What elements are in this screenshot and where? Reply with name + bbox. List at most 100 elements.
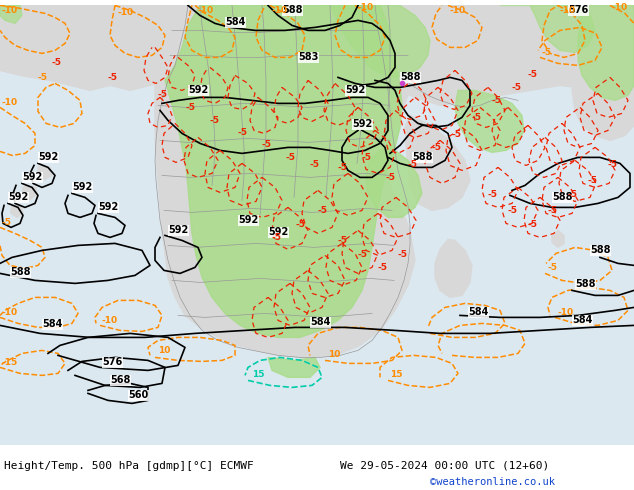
- Polygon shape: [11, 205, 23, 218]
- Text: -10: -10: [612, 3, 628, 12]
- Text: -5: -5: [158, 90, 168, 99]
- Text: 15: 15: [390, 370, 403, 379]
- Text: -10: -10: [118, 8, 134, 18]
- Text: -5: -5: [548, 206, 558, 216]
- Text: 584: 584: [225, 18, 245, 27]
- Text: -5: -5: [262, 141, 272, 149]
- Text: -10: -10: [558, 308, 574, 318]
- Text: -5: -5: [528, 220, 538, 229]
- Text: -5: -5: [408, 160, 418, 170]
- Text: -10: -10: [450, 6, 466, 15]
- Text: -5: -5: [238, 128, 248, 137]
- Polygon shape: [552, 230, 564, 247]
- Text: -5: -5: [528, 71, 538, 79]
- Text: 592: 592: [38, 152, 58, 162]
- Text: -5: -5: [310, 160, 320, 170]
- Polygon shape: [268, 357, 320, 377]
- Text: -5: -5: [338, 163, 348, 172]
- Text: -5: -5: [38, 74, 48, 82]
- Text: -5: -5: [608, 160, 618, 170]
- Text: -5: -5: [378, 264, 388, 272]
- Text: -5: -5: [272, 233, 282, 243]
- Text: -10: -10: [2, 6, 18, 15]
- Text: 592: 592: [8, 193, 29, 202]
- Text: -15: -15: [2, 358, 18, 368]
- Text: Height/Temp. 500 hPa [gdmp][°C] ECMWF: Height/Temp. 500 hPa [gdmp][°C] ECMWF: [4, 461, 254, 470]
- Text: -5: -5: [548, 264, 558, 272]
- Polygon shape: [405, 116, 470, 210]
- Text: -5: -5: [2, 219, 12, 227]
- Text: -5: -5: [398, 250, 408, 259]
- Polygon shape: [435, 240, 472, 297]
- Text: 588: 588: [282, 5, 302, 15]
- Text: 588: 588: [412, 152, 432, 162]
- Text: 588: 588: [400, 73, 420, 82]
- Text: -5: -5: [452, 130, 462, 139]
- Text: 15: 15: [252, 370, 264, 379]
- Polygon shape: [22, 185, 37, 199]
- Polygon shape: [455, 90, 524, 152]
- Polygon shape: [320, 5, 430, 77]
- Text: -10: -10: [358, 3, 374, 12]
- Text: -5: -5: [568, 191, 578, 199]
- Text: 592: 592: [188, 85, 208, 96]
- Text: -5: -5: [285, 153, 295, 162]
- Text: -10: -10: [102, 317, 118, 325]
- Text: -5: -5: [210, 117, 220, 125]
- Text: -10: -10: [272, 6, 288, 15]
- Text: 10: 10: [158, 346, 171, 355]
- Polygon shape: [155, 5, 425, 357]
- Text: -5: -5: [185, 103, 195, 112]
- Text: -10: -10: [2, 98, 18, 107]
- Text: -5: -5: [488, 191, 498, 199]
- Text: -5: -5: [542, 49, 552, 57]
- Text: 588: 588: [590, 245, 611, 255]
- Text: 588: 588: [575, 279, 595, 290]
- Polygon shape: [572, 5, 634, 141]
- Text: -10: -10: [198, 6, 214, 15]
- Text: -5: -5: [108, 74, 118, 82]
- Text: 588: 588: [10, 268, 30, 277]
- Text: -5: -5: [512, 83, 522, 93]
- Polygon shape: [0, 5, 22, 24]
- Text: ©weatheronline.co.uk: ©weatheronline.co.uk: [430, 477, 555, 487]
- Text: 10: 10: [328, 350, 340, 359]
- Text: 584: 584: [310, 318, 330, 327]
- Text: -5: -5: [52, 58, 62, 68]
- Text: -10: -10: [2, 308, 18, 318]
- Text: We 29-05-2024 00:00 UTC (12+60): We 29-05-2024 00:00 UTC (12+60): [340, 461, 549, 470]
- Text: 588: 588: [552, 193, 573, 202]
- Text: 592: 592: [238, 216, 258, 225]
- Text: -5: -5: [338, 236, 348, 245]
- Text: -5: -5: [432, 144, 442, 152]
- Text: 592: 592: [352, 120, 372, 129]
- Polygon shape: [0, 5, 634, 105]
- Polygon shape: [165, 5, 402, 338]
- Polygon shape: [366, 146, 422, 218]
- Text: 560: 560: [128, 391, 148, 400]
- Text: 592: 592: [168, 225, 188, 235]
- Polygon shape: [38, 166, 52, 179]
- Text: 568: 568: [110, 375, 131, 386]
- Text: 592: 592: [72, 182, 93, 193]
- Text: 592: 592: [345, 85, 365, 96]
- Polygon shape: [500, 5, 595, 52]
- Text: -5: -5: [508, 206, 518, 216]
- Text: -5: -5: [358, 250, 368, 259]
- Text: -5: -5: [588, 176, 598, 185]
- Text: -10: -10: [560, 6, 576, 15]
- Text: 584: 584: [468, 307, 488, 318]
- Text: -5: -5: [492, 97, 502, 105]
- Text: 592: 592: [268, 227, 288, 237]
- Text: 592: 592: [22, 172, 42, 182]
- Text: 576: 576: [568, 5, 588, 15]
- Text: 592: 592: [98, 202, 119, 212]
- Text: -5: -5: [472, 113, 482, 122]
- Text: 584: 584: [572, 316, 592, 325]
- Polygon shape: [395, 5, 545, 90]
- Text: -5: -5: [318, 206, 328, 216]
- Polygon shape: [0, 5, 100, 35]
- Text: -5: -5: [295, 220, 305, 229]
- Text: -5: -5: [362, 153, 372, 162]
- Polygon shape: [578, 5, 634, 100]
